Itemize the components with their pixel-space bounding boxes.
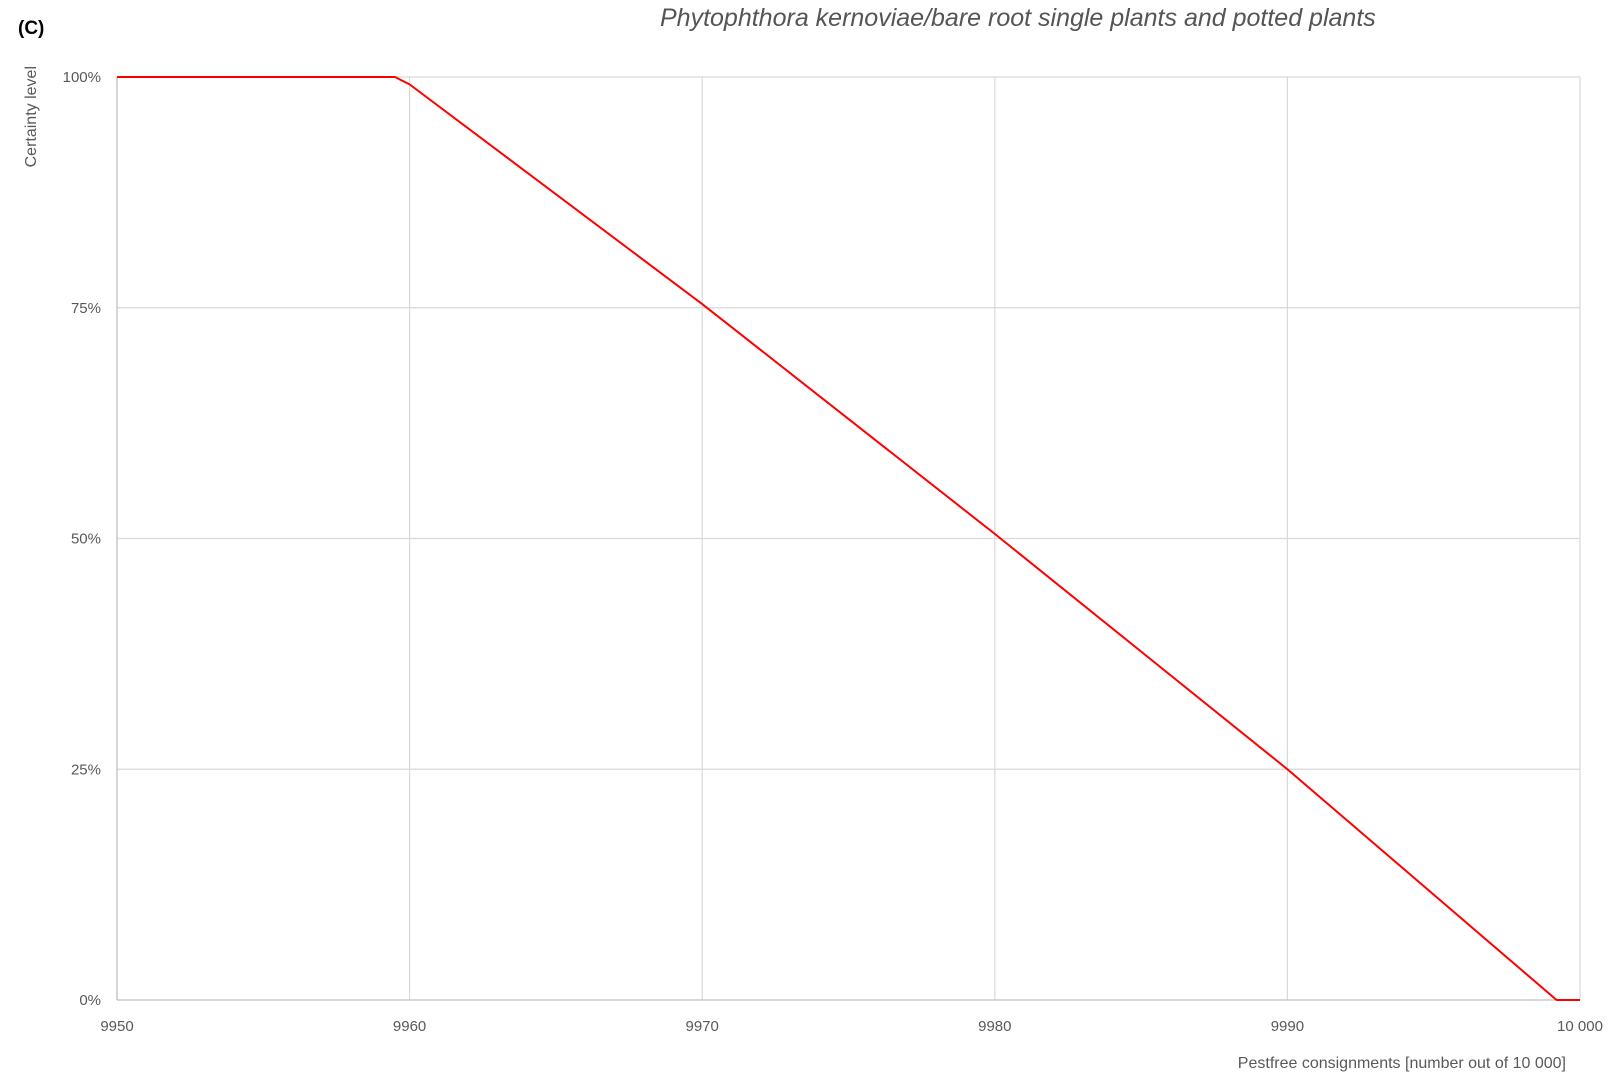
y-tick-label: 0% — [79, 992, 101, 1009]
series-group — [117, 76, 1580, 1001]
x-tick-labels: 9950 9960 9970 9980 9990 10 000 — [100, 1018, 1603, 1035]
y-tick-label: 25% — [71, 761, 101, 778]
y-tick-label: 100% — [63, 69, 101, 86]
x-tick-label: 9950 — [100, 1018, 133, 1035]
panel-label: (C) — [18, 18, 45, 39]
y-tick-labels: 0% 25% 50% 75% 100% — [63, 69, 101, 1009]
y-axis-title: Certainty level — [23, 66, 40, 167]
series-line — [117, 76, 1580, 1001]
grid-lines — [117, 76, 1581, 1000]
y-tick-label: 50% — [71, 531, 101, 548]
x-tick-label: 9960 — [393, 1018, 426, 1035]
x-tick-label: 9970 — [686, 1018, 719, 1035]
x-axis-title: Pestfree consignments [number out of 10 … — [1238, 1055, 1566, 1072]
y-tick-label: 75% — [71, 300, 101, 317]
x-tick-label: 9990 — [1271, 1018, 1304, 1035]
axes — [116, 77, 1580, 1001]
x-tick-label: 10 000 — [1557, 1018, 1603, 1035]
chart-title: Phytophthora kernoviae/bare root single … — [660, 4, 1376, 32]
x-tick-label: 9980 — [978, 1018, 1011, 1035]
